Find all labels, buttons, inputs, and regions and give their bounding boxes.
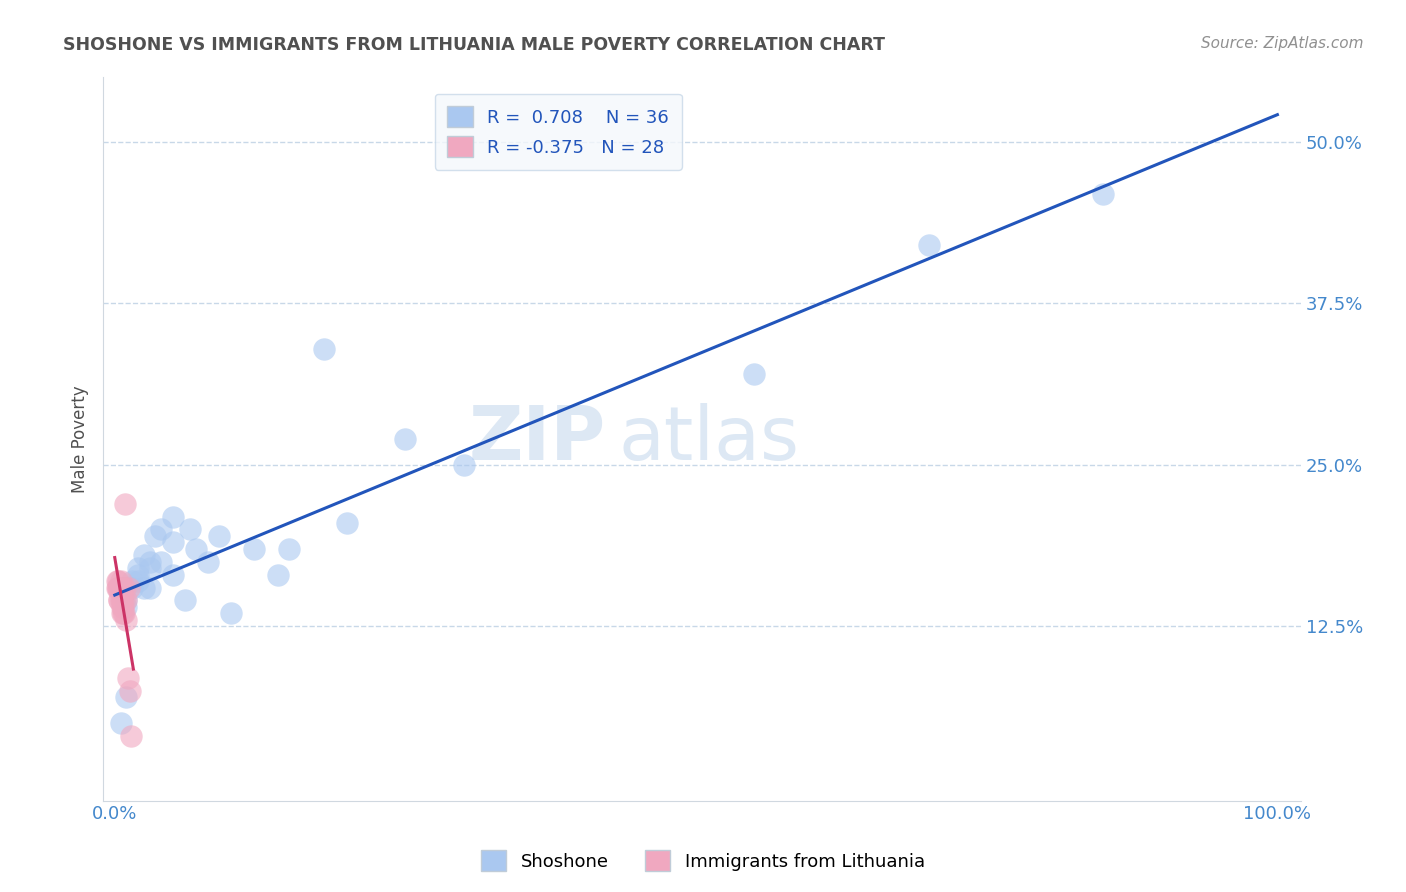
Point [312, 342, 335, 356]
Point [105, 574, 128, 588]
Point [132, 581, 155, 595]
Point [138, 581, 160, 595]
Point [114, 581, 136, 595]
Point [208, 529, 231, 543]
Point [115, 599, 138, 614]
Point [127, 561, 149, 575]
Point [162, 535, 184, 549]
Point [115, 613, 138, 627]
Point [150, 523, 173, 537]
Point [138, 561, 160, 575]
Point [108, 593, 131, 607]
Point [115, 593, 138, 607]
Point [107, 581, 129, 595]
Point [118, 581, 141, 595]
Text: atlas: atlas [619, 402, 799, 475]
Point [138, 555, 160, 569]
Point [110, 574, 132, 588]
Point [111, 599, 134, 614]
Point [266, 567, 288, 582]
Point [1091, 186, 1114, 201]
Point [107, 574, 129, 588]
Point [107, 581, 129, 595]
Point [197, 555, 219, 569]
Point [112, 593, 135, 607]
Point [110, 593, 132, 607]
Text: Source: ZipAtlas.com: Source: ZipAtlas.com [1201, 36, 1364, 51]
Point [111, 607, 134, 621]
Point [115, 593, 138, 607]
Point [112, 607, 135, 621]
Point [118, 683, 141, 698]
Point [120, 729, 142, 743]
Point [111, 599, 134, 614]
Point [114, 497, 136, 511]
Point [742, 368, 765, 382]
Point [117, 671, 139, 685]
Point [394, 432, 416, 446]
Point [173, 593, 195, 607]
Point [278, 541, 301, 556]
Point [453, 458, 475, 472]
Point [243, 541, 266, 556]
Point [110, 581, 132, 595]
Point [111, 593, 134, 607]
Text: ZIP: ZIP [468, 402, 606, 475]
Point [186, 541, 208, 556]
Point [127, 567, 149, 582]
Point [127, 574, 149, 588]
Point [145, 529, 167, 543]
Point [108, 593, 131, 607]
Point [111, 593, 134, 607]
Point [132, 548, 155, 562]
Point [179, 523, 201, 537]
Point [917, 238, 939, 252]
Point [105, 581, 128, 595]
Point [162, 567, 184, 582]
Point [219, 607, 242, 621]
Point [162, 509, 184, 524]
Point [336, 516, 359, 530]
Point [111, 581, 134, 595]
Y-axis label: Male Poverty: Male Poverty [72, 385, 89, 493]
Point [115, 690, 138, 705]
Text: SHOSHONE VS IMMIGRANTS FROM LITHUANIA MALE POVERTY CORRELATION CHART: SHOSHONE VS IMMIGRANTS FROM LITHUANIA MA… [63, 36, 886, 54]
Point [121, 574, 143, 588]
Point [110, 716, 132, 731]
Point [108, 581, 131, 595]
Legend: Shoshone, Immigrants from Lithuania: Shoshone, Immigrants from Lithuania [474, 843, 932, 879]
Point [150, 555, 173, 569]
Point [111, 607, 134, 621]
Legend: R =  0.708    N = 36, R = -0.375   N = 28: R = 0.708 N = 36, R = -0.375 N = 28 [434, 94, 682, 169]
Point [121, 581, 143, 595]
